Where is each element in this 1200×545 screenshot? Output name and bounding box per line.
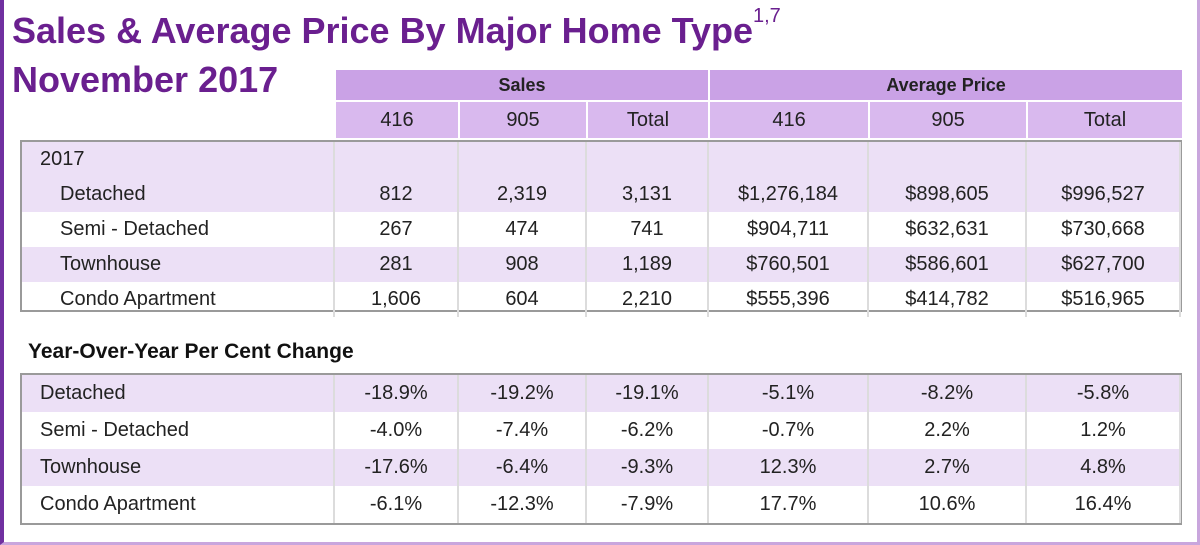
group-header-average-price: Average Price xyxy=(708,68,1185,102)
table-cell: 812 xyxy=(334,177,459,212)
row-label: Detached xyxy=(22,375,335,412)
column-header: Total xyxy=(1026,100,1185,140)
table-cell: $760,501 xyxy=(708,247,869,282)
table-cell: $516,965 xyxy=(1026,282,1181,317)
row-label: Condo Apartment xyxy=(22,486,335,523)
table-cell: $555,396 xyxy=(708,282,869,317)
table-cell: 16.4% xyxy=(1026,486,1181,523)
table-cell: -12.3% xyxy=(458,486,587,523)
page-subtitle-date: November 2017 xyxy=(12,59,279,100)
row-label: Townhouse xyxy=(22,449,335,486)
table-cell: $730,668 xyxy=(1026,212,1181,247)
table-cell: 908 xyxy=(458,247,587,282)
table-cell: 3,131 xyxy=(586,177,709,212)
table-cell: $996,527 xyxy=(1026,177,1181,212)
table-row: Townhouse 281 908 1,189 $760,501 $586,60… xyxy=(22,247,1181,282)
table-cell: 2.7% xyxy=(868,449,1027,486)
table-cell: 10.6% xyxy=(868,486,1027,523)
table-cell: 1.2% xyxy=(1026,412,1181,449)
table-cell: $586,601 xyxy=(868,247,1027,282)
group-header-sales: Sales xyxy=(333,68,711,102)
table-cell: -5.1% xyxy=(708,375,869,412)
table-cell: -7.9% xyxy=(586,486,709,523)
row-label: Semi - Detached xyxy=(22,212,335,247)
table-cell: -18.9% xyxy=(334,375,459,412)
table-row: Semi - Detached -4.0% -7.4% -6.2% -0.7% … xyxy=(22,412,1181,449)
yoy-section-title: Year-Over-Year Per Cent Change xyxy=(28,340,354,363)
column-header: 416 xyxy=(334,100,460,140)
row-label: Detached xyxy=(22,177,335,212)
table-cell: $1,276,184 xyxy=(708,177,869,212)
sales-price-2017-table: 2017 Detached 812 2,319 3,131 $1,276,184… xyxy=(22,142,1181,317)
column-header: 416 xyxy=(708,100,871,140)
column-header: Total xyxy=(585,100,711,140)
table-cell: -0.7% xyxy=(708,412,869,449)
table-cell: -9.3% xyxy=(586,449,709,486)
table-cell: $898,605 xyxy=(868,177,1027,212)
table-cell: 12.3% xyxy=(708,449,869,486)
year-label: 2017 xyxy=(22,142,335,177)
column-header: 905 xyxy=(868,100,1029,140)
table-cell: 4.8% xyxy=(1026,449,1181,486)
table-row: Semi - Detached 267 474 741 $904,711 $63… xyxy=(22,212,1181,247)
column-header-table: Sales Average Price 416 905 Total 416 90… xyxy=(333,68,1185,140)
table-cell: $904,711 xyxy=(708,212,869,247)
table-cell: 2,210 xyxy=(586,282,709,317)
table-row: Condo Apartment 1,606 604 2,210 $555,396… xyxy=(22,282,1181,317)
yoy-change-table: Detached -18.9% -19.2% -19.1% -5.1% -8.2… xyxy=(22,375,1181,523)
table-cell: -6.1% xyxy=(334,486,459,523)
table-row: Condo Apartment -6.1% -12.3% -7.9% 17.7%… xyxy=(22,486,1181,523)
row-label: Townhouse xyxy=(22,247,335,282)
yoy-table-border xyxy=(20,373,1182,525)
table-cell: 17.7% xyxy=(708,486,869,523)
table-cell: -17.6% xyxy=(334,449,459,486)
table-cell: 604 xyxy=(458,282,587,317)
table-cell: 281 xyxy=(334,247,459,282)
table-row: Townhouse -17.6% -6.4% -9.3% 12.3% 2.7% … xyxy=(22,449,1181,486)
row-label: Condo Apartment xyxy=(22,282,335,317)
table-cell: -7.4% xyxy=(458,412,587,449)
table-cell: $632,631 xyxy=(868,212,1027,247)
table-row: Detached 812 2,319 3,131 $1,276,184 $898… xyxy=(22,177,1181,212)
table-cell: -19.1% xyxy=(586,375,709,412)
table-cell: 267 xyxy=(334,212,459,247)
column-header: 905 xyxy=(458,100,588,140)
table-cell: 741 xyxy=(586,212,709,247)
table-cell: -19.2% xyxy=(458,375,587,412)
table-row: Detached -18.9% -19.2% -19.1% -5.1% -8.2… xyxy=(22,375,1181,412)
table-cell: $414,782 xyxy=(868,282,1027,317)
row-label: Semi - Detached xyxy=(22,412,335,449)
table-cell: 474 xyxy=(458,212,587,247)
table-cell: -6.2% xyxy=(586,412,709,449)
table-cell: -8.2% xyxy=(868,375,1027,412)
table-cell: 1,189 xyxy=(586,247,709,282)
table-cell: 1,606 xyxy=(334,282,459,317)
table-cell: -6.4% xyxy=(458,449,587,486)
table-cell: -5.8% xyxy=(1026,375,1181,412)
table-cell: $627,700 xyxy=(1026,247,1181,282)
title-footnote: 1,7 xyxy=(752,5,781,27)
table-cell: -4.0% xyxy=(334,412,459,449)
page-title: Sales & Average Price By Major Home Type… xyxy=(12,5,781,51)
table-cell: 2,319 xyxy=(458,177,587,212)
table-cell: 2.2% xyxy=(868,412,1027,449)
